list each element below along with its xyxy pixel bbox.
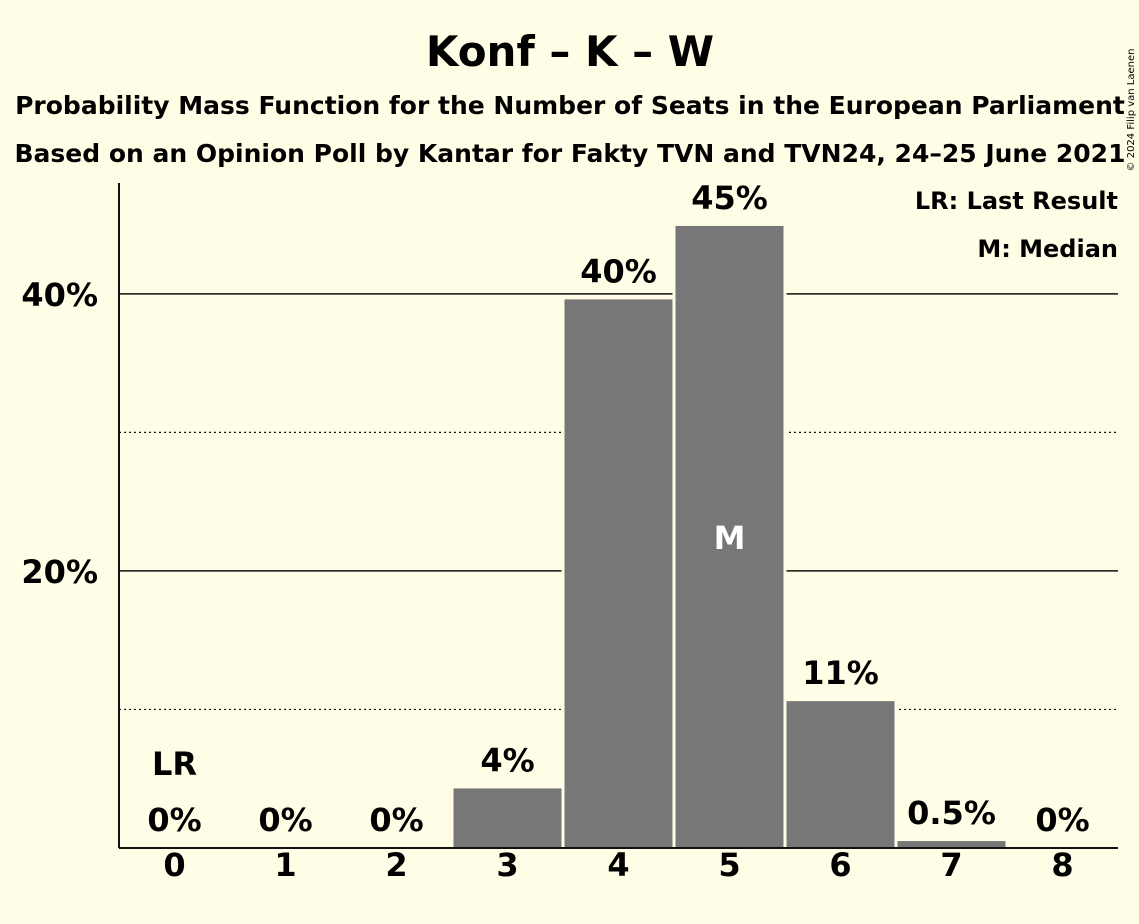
bar-value-label: 0% xyxy=(258,801,312,839)
bar-value-label: 40% xyxy=(580,252,657,290)
x-tick-label: 7 xyxy=(940,846,962,884)
bar-labels: 0% LR 0% 0% 4% 40% 45% M 11% 0.5% 0% xyxy=(147,179,1089,839)
bar-value-label: 0% xyxy=(369,801,423,839)
x-tick-label: 8 xyxy=(1051,846,1073,884)
bar xyxy=(453,788,562,848)
bar xyxy=(675,225,784,848)
legend-last-result: LR: Last Result xyxy=(915,187,1118,215)
chart-subtitle-2: Based on an Opinion Poll by Kantar for F… xyxy=(15,139,1126,168)
bar-value-label: 45% xyxy=(691,179,768,217)
x-tick-label: 5 xyxy=(718,846,740,884)
y-tick-label: 20% xyxy=(21,553,98,591)
bar-value-label: 0% xyxy=(1035,801,1089,839)
chart-subtitle-1: Probability Mass Function for the Number… xyxy=(15,91,1125,120)
x-tick-label: 6 xyxy=(829,846,851,884)
median-marker: M xyxy=(714,519,746,557)
bar-value-label: 0% xyxy=(147,801,201,839)
y-tick-label: 40% xyxy=(21,276,98,314)
x-tick-label: 1 xyxy=(274,846,296,884)
bar-value-label: 11% xyxy=(802,654,879,692)
copyright-notice: © 2024 Filip van Laenen xyxy=(1126,49,1137,172)
bar xyxy=(897,841,1006,848)
legend-median: M: Median xyxy=(977,235,1118,263)
bar-value-label: 4% xyxy=(480,741,534,779)
bars xyxy=(450,222,1009,848)
bar xyxy=(786,701,895,848)
chart-title: Konf – K – W xyxy=(426,27,714,76)
bar xyxy=(564,299,673,848)
bar-value-label: 0.5% xyxy=(907,794,996,832)
x-tick-label: 4 xyxy=(607,846,629,884)
x-tick-label: 0 xyxy=(163,846,185,884)
last-result-marker: LR xyxy=(152,745,197,783)
x-tick-label: 2 xyxy=(385,846,407,884)
x-tick-label: 3 xyxy=(496,846,518,884)
axes: 20% 40% 0 1 2 3 4 5 6 7 8 xyxy=(21,183,1118,884)
